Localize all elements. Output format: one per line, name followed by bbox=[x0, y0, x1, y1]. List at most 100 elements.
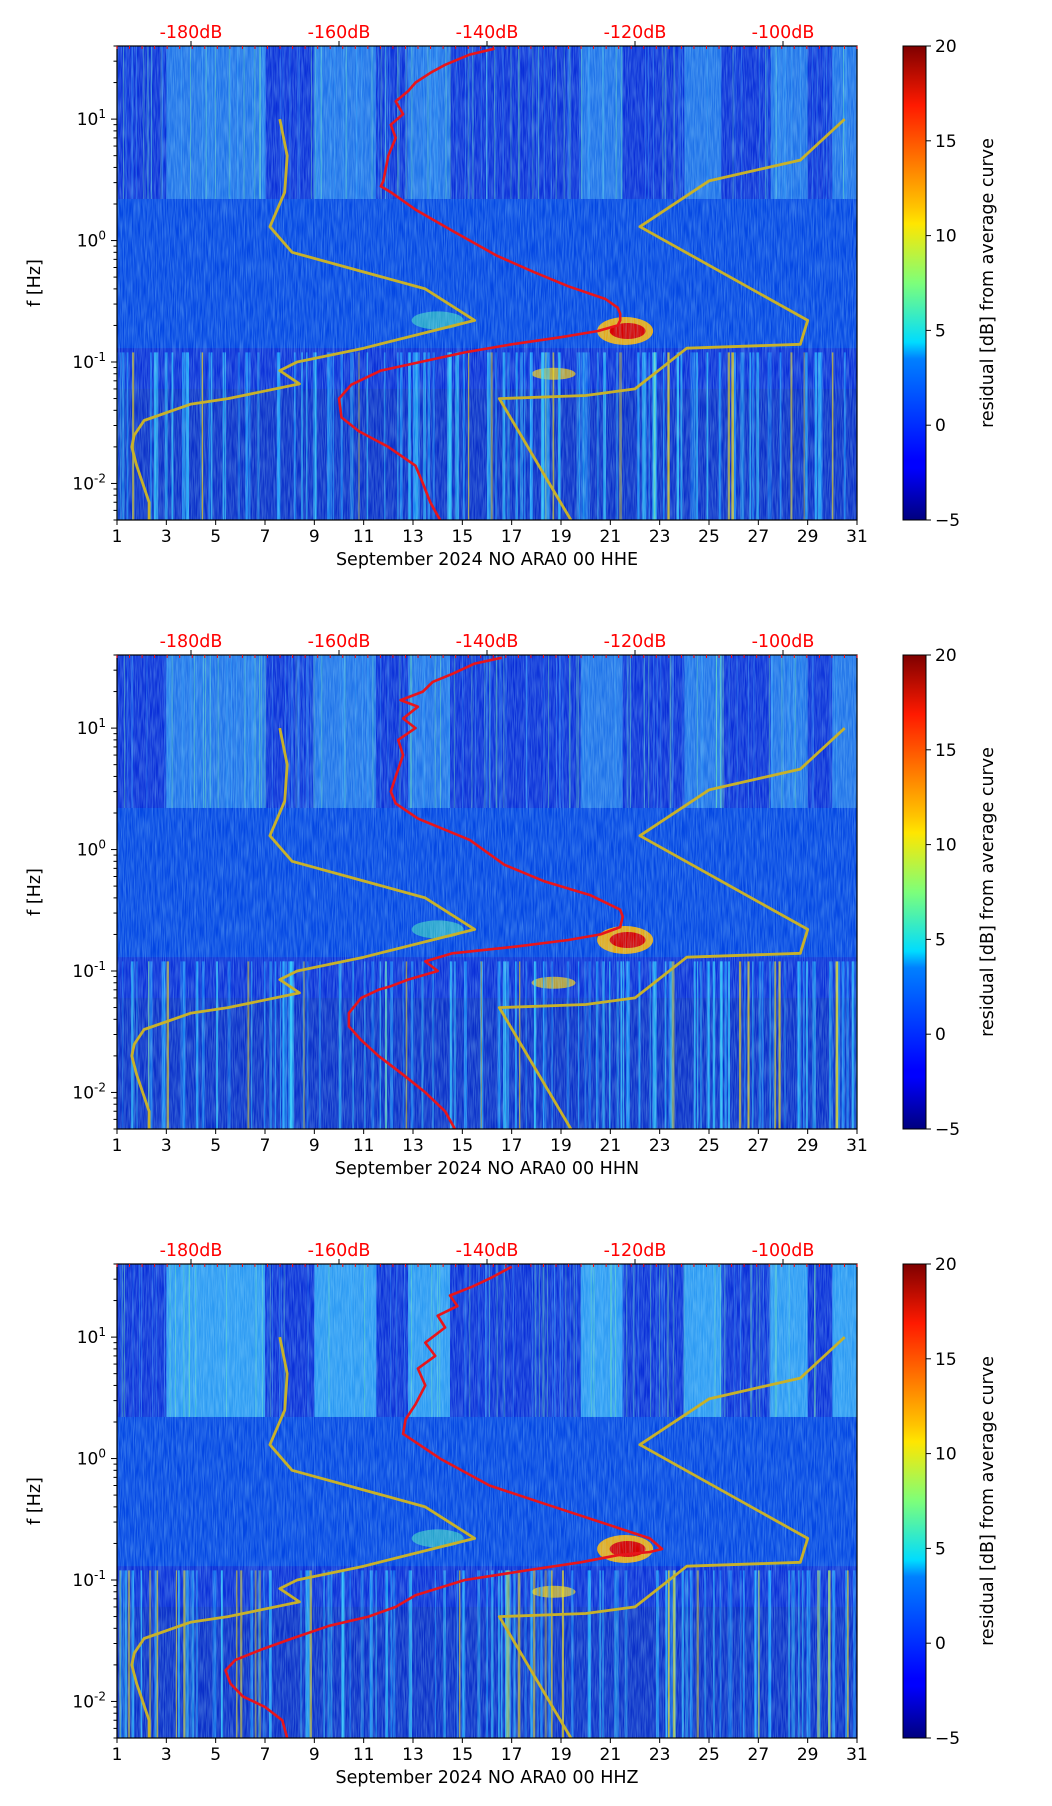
x-tick-label: 1 bbox=[112, 1745, 123, 1765]
x-axis-label: September 2024 NO ARA0 00 HHE bbox=[336, 550, 638, 570]
colorbar bbox=[902, 1263, 927, 1739]
y-tick-exponent: -1 bbox=[94, 959, 106, 973]
colorbar-tick-label: 20 bbox=[935, 646, 957, 666]
x-axis-label: September 2024 NO ARA0 00 HHN bbox=[335, 1159, 639, 1179]
y-tick-base: 10 bbox=[72, 1083, 94, 1103]
x-tick-label: 9 bbox=[309, 1745, 320, 1765]
colorbar bbox=[902, 654, 927, 1130]
y-tick-exponent: 0 bbox=[98, 1447, 106, 1461]
heatmap-texture bbox=[117, 655, 857, 1129]
colorbar bbox=[902, 45, 927, 521]
top-db-label: -120dB bbox=[604, 23, 667, 43]
x-tick-label: 9 bbox=[309, 1136, 320, 1156]
red-psd-curve bbox=[337, 47, 622, 520]
x-tick-label: 27 bbox=[748, 1136, 770, 1156]
top-db-label: -140dB bbox=[456, 23, 519, 43]
y-axis-label: f [Hz] bbox=[25, 1477, 45, 1525]
y-tick-base: 10 bbox=[77, 841, 99, 861]
reference-curve-2 bbox=[497, 1336, 846, 1738]
y-tick-label: 100 bbox=[77, 838, 106, 861]
x-tick-label: 31 bbox=[846, 527, 868, 547]
y-tick-label: 10-2 bbox=[72, 1080, 106, 1103]
top-db-label: -100dB bbox=[752, 1241, 815, 1261]
colorbar-tick-label: 20 bbox=[935, 37, 957, 57]
y-tick-label: 100 bbox=[77, 1447, 106, 1470]
red-psd-curve bbox=[347, 656, 625, 1129]
x-tick-label: 15 bbox=[452, 1745, 474, 1765]
y-tick-base: 10 bbox=[72, 353, 94, 373]
y-tick-exponent: 0 bbox=[98, 229, 106, 243]
y-tick-label: 10-1 bbox=[72, 959, 106, 982]
top-db-label: -180dB bbox=[160, 23, 223, 43]
x-tick-label: 25 bbox=[698, 1745, 720, 1765]
colorbar-label: residual [dB] from average curve bbox=[978, 1356, 998, 1646]
x-tick-label: 11 bbox=[353, 1745, 375, 1765]
x-tick-label: 11 bbox=[353, 527, 375, 547]
colorbar-tick-label: 5 bbox=[935, 930, 946, 950]
colorbar-tick-label: 10 bbox=[935, 836, 957, 856]
y-tick-label: 101 bbox=[77, 1325, 106, 1348]
y-tick-base: 10 bbox=[72, 1571, 94, 1591]
colorbar-tick-label: 0 bbox=[935, 1025, 946, 1045]
x-tick-label: 21 bbox=[600, 527, 622, 547]
y-tick-exponent: -2 bbox=[94, 1080, 106, 1094]
x-tick-label: 27 bbox=[748, 1745, 770, 1765]
y-axis-label: f [Hz] bbox=[25, 868, 45, 916]
x-tick-label: 29 bbox=[797, 527, 819, 547]
x-tick-label: 27 bbox=[748, 527, 770, 547]
colorbar-tick-label: 0 bbox=[935, 416, 946, 436]
x-tick-label: 29 bbox=[797, 1136, 819, 1156]
top-db-label: -120dB bbox=[604, 632, 667, 652]
x-tick-label: 9 bbox=[309, 527, 320, 547]
red-psd-curve bbox=[224, 1265, 664, 1738]
colorbar-tick-label: 5 bbox=[935, 321, 946, 341]
y-tick-label: 101 bbox=[77, 716, 106, 739]
y-tick-base: 10 bbox=[77, 1450, 99, 1470]
colorbar-tick-label: 15 bbox=[935, 1350, 957, 1370]
top-db-label: -140dB bbox=[456, 632, 519, 652]
heatmap-texture bbox=[117, 46, 857, 520]
y-axis-label: f [Hz] bbox=[25, 259, 45, 307]
x-tick-label: 15 bbox=[452, 1136, 474, 1156]
y-tick-exponent: -2 bbox=[94, 1689, 106, 1703]
spectrogram-heatmap bbox=[117, 46, 857, 520]
y-tick-label: 100 bbox=[77, 229, 106, 252]
x-tick-label: 13 bbox=[402, 527, 424, 547]
top-db-label: -160dB bbox=[308, 23, 371, 43]
spectrogram-heatmap bbox=[117, 655, 857, 1129]
x-tick-label: 19 bbox=[550, 1136, 572, 1156]
colorbar-tick-label: 5 bbox=[935, 1539, 946, 1559]
y-tick-label: 10-1 bbox=[72, 1568, 106, 1591]
top-db-label: -140dB bbox=[456, 1241, 519, 1261]
x-tick-label: 25 bbox=[698, 1136, 720, 1156]
colorbar-tick-label: −5 bbox=[935, 511, 960, 531]
colorbar-tick-label: −5 bbox=[935, 1120, 960, 1140]
colorbar-tick-label: 10 bbox=[935, 1445, 957, 1465]
x-tick-label: 5 bbox=[210, 1136, 221, 1156]
x-tick-label: 3 bbox=[161, 1136, 172, 1156]
x-tick-label: 29 bbox=[797, 1745, 819, 1765]
y-tick-exponent: 1 bbox=[98, 1325, 106, 1339]
y-tick-label: 10-2 bbox=[72, 1689, 106, 1712]
y-tick-exponent: 0 bbox=[98, 838, 106, 852]
x-tick-label: 17 bbox=[501, 1745, 523, 1765]
x-tick-label: 19 bbox=[550, 527, 572, 547]
colorbar-tick-label: 15 bbox=[935, 132, 957, 152]
x-tick-label: 13 bbox=[402, 1136, 424, 1156]
y-tick-exponent: -2 bbox=[94, 471, 106, 485]
colorbar-tick-label: 10 bbox=[935, 227, 957, 247]
y-tick-exponent: -1 bbox=[94, 1568, 106, 1582]
colorbar-tick-label: 0 bbox=[935, 1634, 946, 1654]
x-tick-label: 31 bbox=[846, 1136, 868, 1156]
reference-curve-2 bbox=[497, 727, 846, 1129]
y-tick-base: 10 bbox=[77, 1328, 99, 1348]
y-tick-label: 101 bbox=[77, 107, 106, 130]
top-db-label: -100dB bbox=[752, 23, 815, 43]
colorbar-label: residual [dB] from average curve bbox=[978, 138, 998, 428]
y-tick-exponent: 1 bbox=[98, 716, 106, 730]
colorbar-tick-label: 15 bbox=[935, 741, 957, 761]
top-db-label: -100dB bbox=[752, 632, 815, 652]
